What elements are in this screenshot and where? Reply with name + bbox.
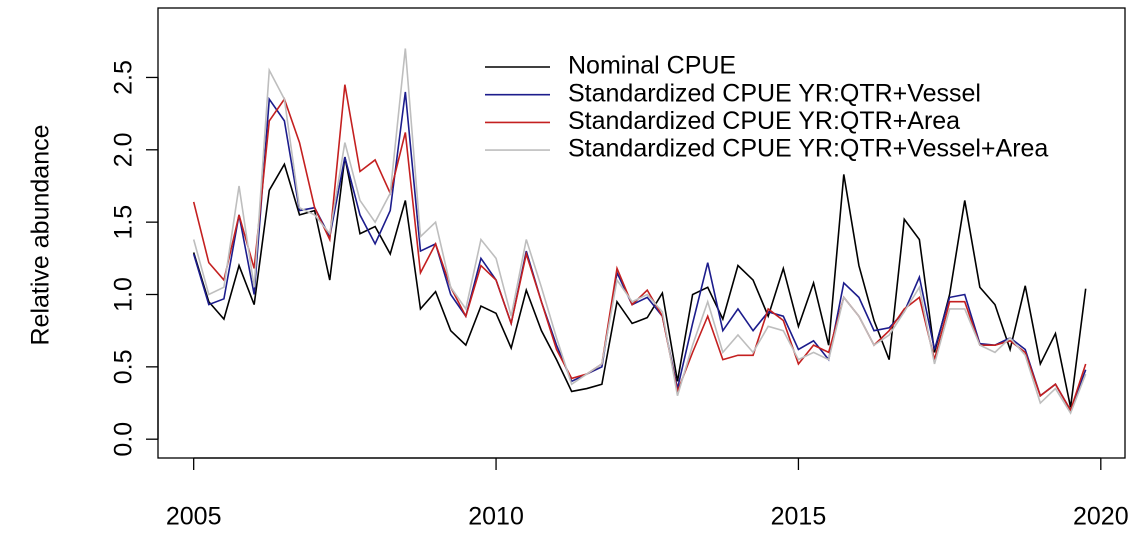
y-tick-label: 1.5: [110, 205, 138, 240]
series-line: [192, 91, 1087, 413]
series-line: [192, 48, 1087, 415]
x-tick-label: 2015: [771, 503, 827, 531]
series-line: [192, 156, 1087, 408]
y-tick-label: 1.0: [110, 277, 138, 312]
legend-label: Standardized CPUE YR:QTR+Vessel: [568, 79, 981, 107]
y-tick-label: 0.0: [110, 422, 138, 457]
legend-label: Standardized CPUE YR:QTR+Area: [568, 107, 960, 135]
legend-label: Nominal CPUE: [568, 52, 736, 80]
x-tick-label: 2005: [166, 503, 222, 531]
y-tick-label: 2.0: [110, 132, 138, 167]
y-tick-label: 2.5: [110, 60, 138, 95]
x-tick-label: 2010: [468, 503, 524, 531]
y-axis-title: Relative abundance: [27, 125, 55, 346]
legend-label: Standardized CPUE YR:QTR+Vessel+Area: [568, 135, 1048, 163]
y-tick-label: 0.5: [110, 349, 138, 384]
x-tick-label: 2020: [1073, 503, 1129, 531]
